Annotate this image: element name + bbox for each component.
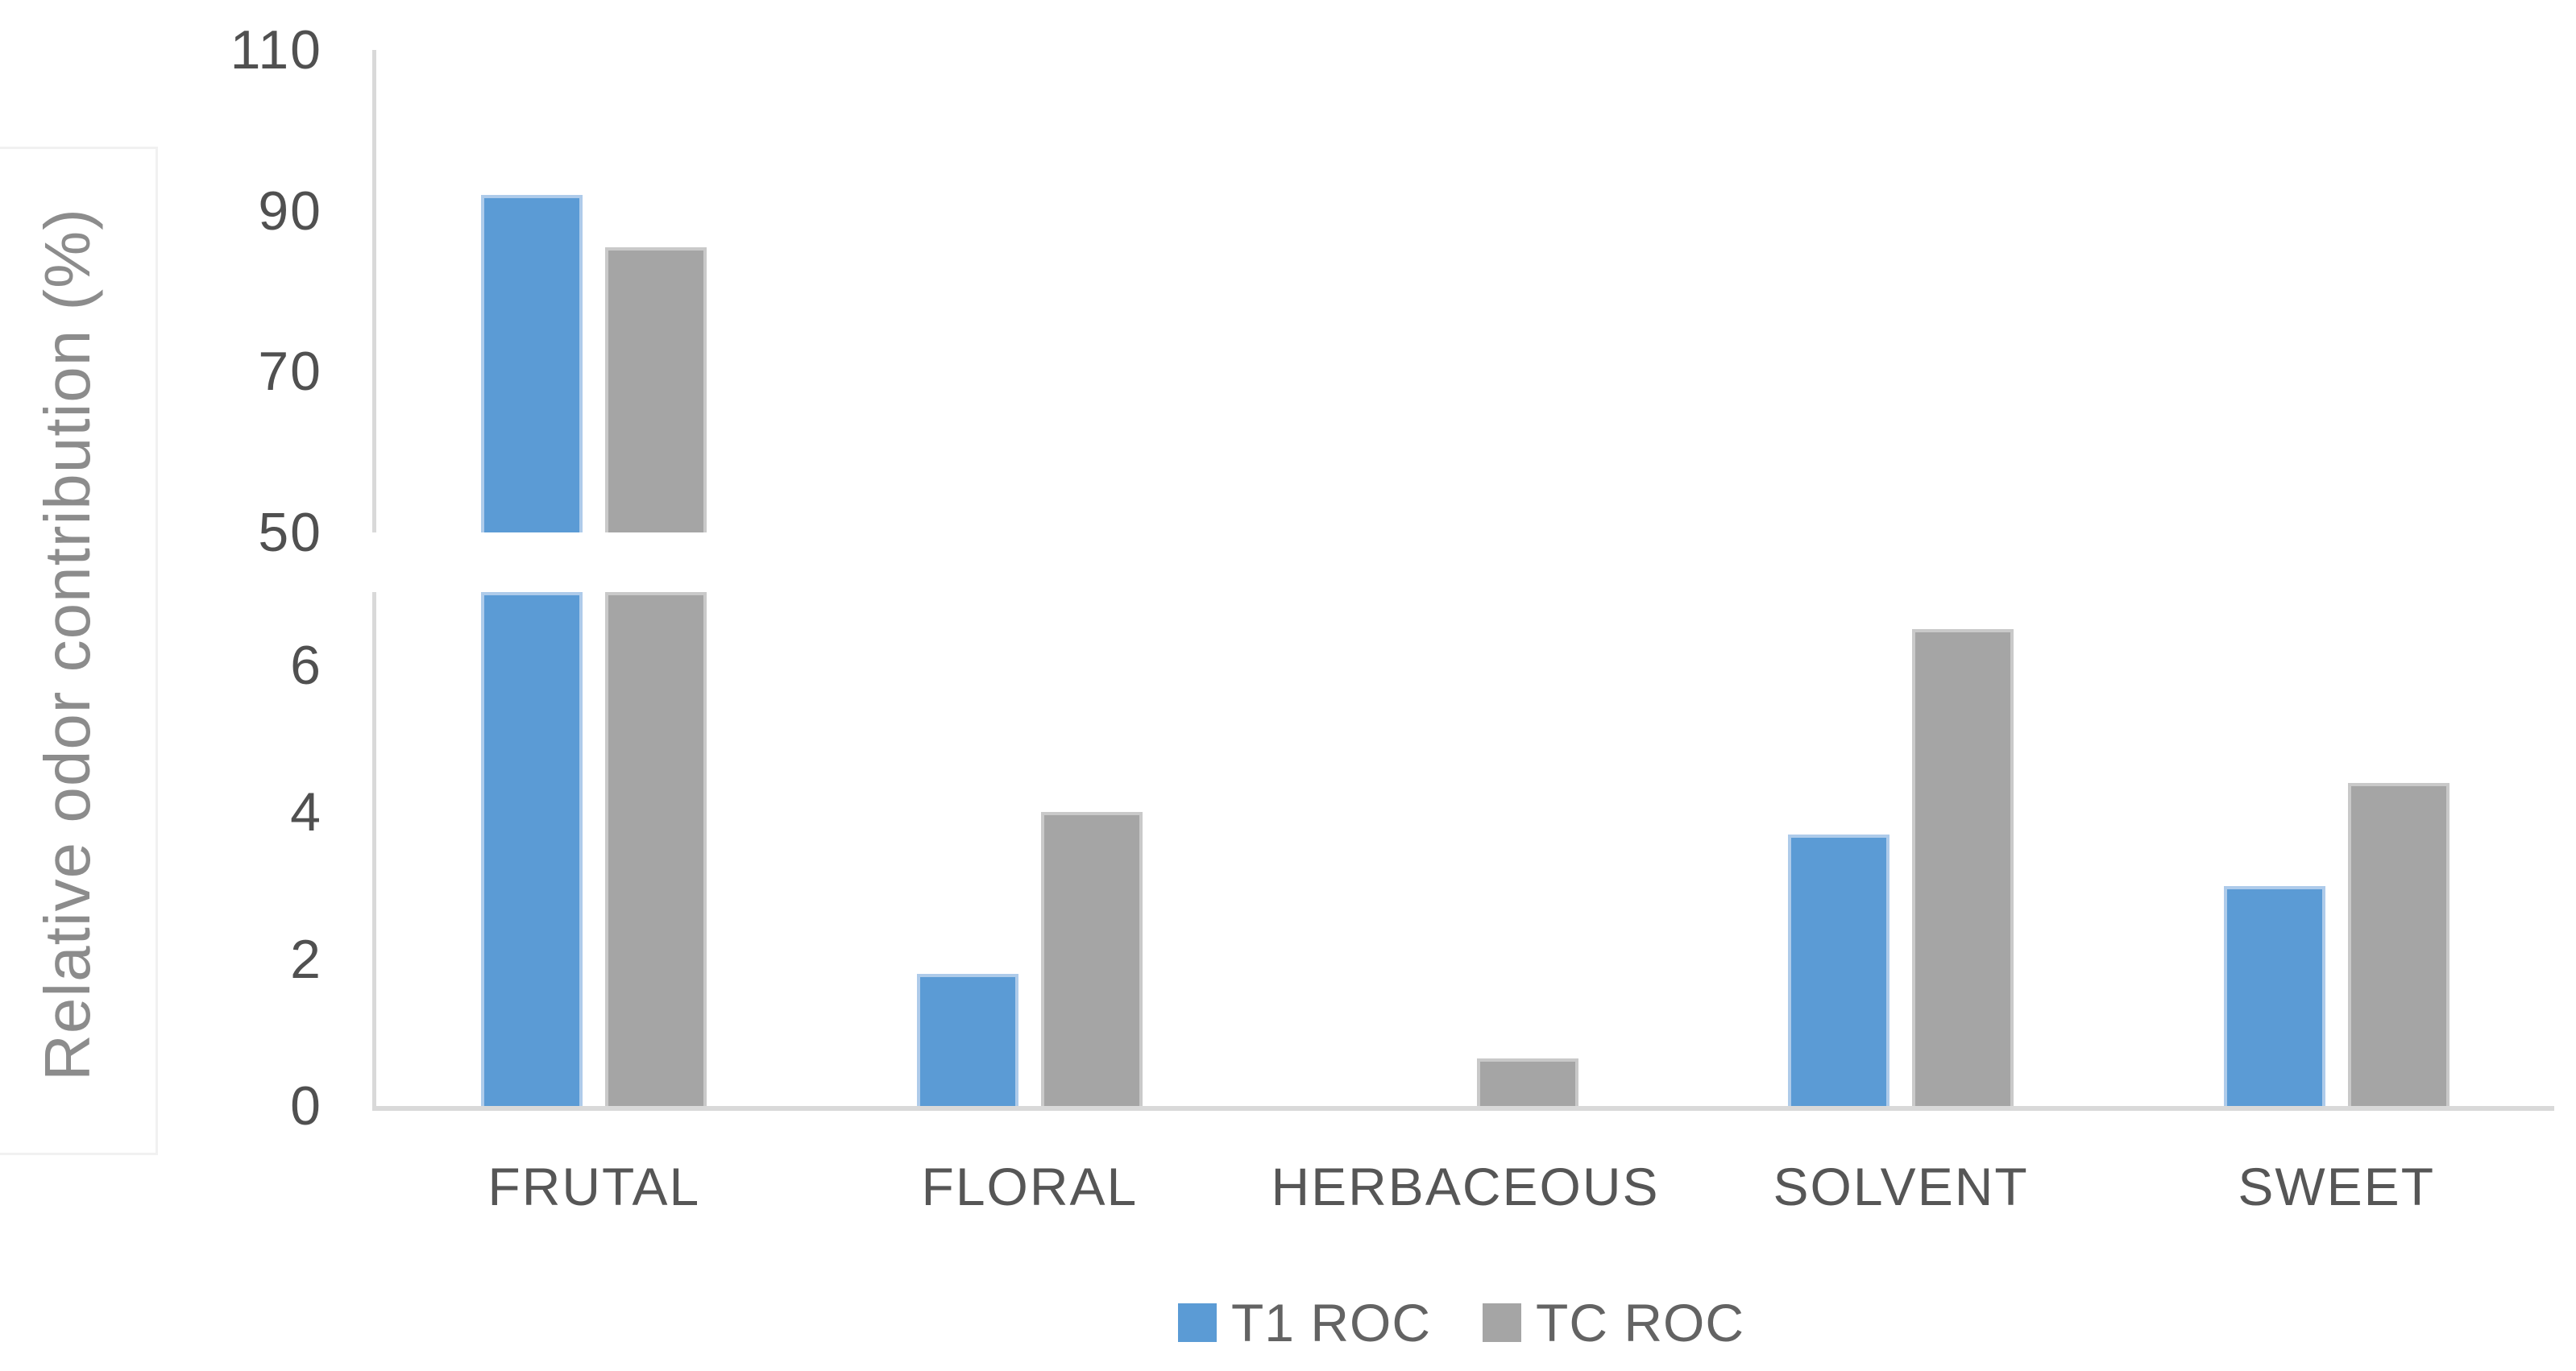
category-label-sweet: SWEET: [2238, 1157, 2436, 1216]
category-label-frutal: FRUTAL: [487, 1157, 701, 1216]
legend-item-tc-roc: TC ROC: [1483, 1292, 1744, 1353]
y-tick-90: 90: [258, 180, 322, 242]
y-tick-6: 6: [290, 635, 322, 697]
upper-axis-panel: [372, 50, 2554, 532]
bar-frutal-tc-roc: [605, 246, 707, 532]
y-tick-50: 50: [258, 502, 322, 563]
legend-item-t1-roc: T1 ROC: [1177, 1292, 1432, 1353]
bar-herbaceous-tc-roc: [1476, 1058, 1578, 1106]
bar-frutal-tc-roc: [605, 592, 707, 1106]
bar-sweet-t1-roc: [2223, 885, 2325, 1106]
bar-solvent-tc-roc: [1912, 628, 2014, 1106]
legend-swatch-tc-roc: [1483, 1303, 1522, 1342]
category-label-herbaceous: HERBACEOUS: [1271, 1157, 1660, 1216]
legend-label-tc-roc: TC ROC: [1536, 1293, 1744, 1352]
bar-solvent-t1-roc: [1788, 834, 1890, 1106]
category-label-floral: FLORAL: [921, 1157, 1139, 1216]
bar-frutal-t1-roc: [481, 194, 583, 532]
legend-swatch-t1-roc: [1177, 1303, 1217, 1342]
y-tick-110: 110: [230, 19, 322, 81]
y-tick-4: 4: [290, 781, 322, 843]
lower-axis-panel: [372, 592, 2554, 1111]
bar-sweet-tc-roc: [2347, 782, 2449, 1106]
category-label-solvent: SOLVENT: [1773, 1157, 2029, 1216]
bar-floral-t1-roc: [916, 973, 1018, 1106]
legend: T1 ROC TC ROC: [372, 1289, 2550, 1357]
y-tick-70: 70: [258, 341, 322, 403]
y-axis-title-box-outline: [0, 147, 158, 1155]
legend-label-t1-roc: T1 ROC: [1230, 1293, 1432, 1352]
bar-floral-tc-roc: [1040, 812, 1143, 1106]
y-axis-title: Relative odor contribution (%): [31, 208, 103, 1081]
bar-frutal-t1-roc: [481, 592, 583, 1106]
y-tick-0: 0: [290, 1075, 322, 1137]
y-tick-2: 2: [290, 928, 322, 990]
